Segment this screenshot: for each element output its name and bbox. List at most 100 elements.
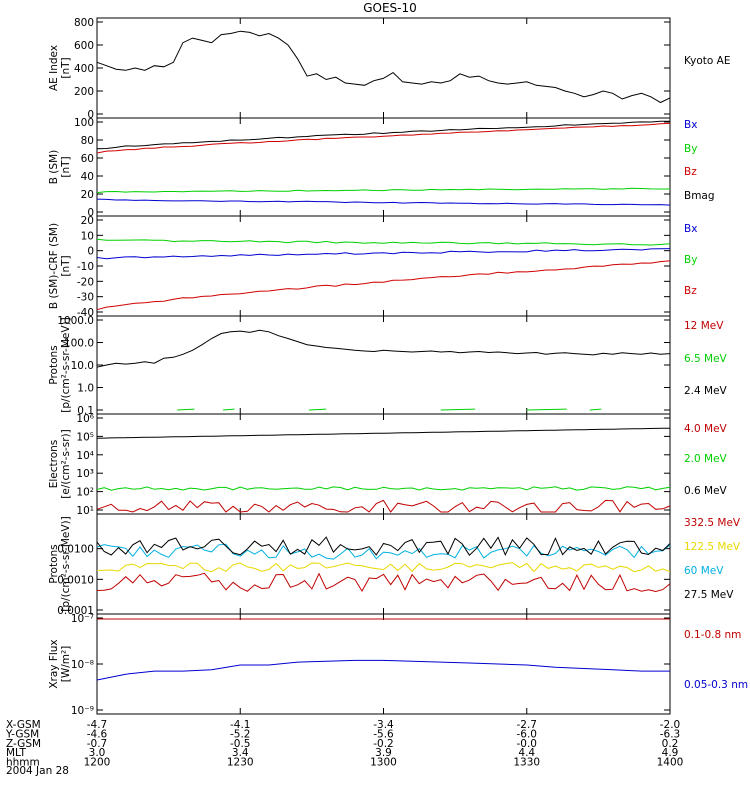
- legend-0-1-0-8-nm: 0.1-0.8 nm: [684, 629, 741, 641]
- panel-frame: [96, 413, 671, 515]
- y-tick-label: 0: [87, 109, 94, 121]
- x-row-value: -5.2: [230, 728, 251, 740]
- y-tick-label: 1.0: [77, 383, 94, 395]
- series-6-5-MeV-line: [589, 408, 602, 411]
- x-row-value: 1330: [513, 757, 540, 769]
- legend-0-6-MeV: 0.6 MeV: [684, 485, 728, 497]
- y-tick-label: 10¹: [76, 505, 94, 517]
- y-tick-label: 20: [81, 189, 94, 201]
- series-Bz-line: [96, 122, 671, 154]
- y-tick-label: 10²: [76, 487, 94, 499]
- x-row-value: 3.0: [89, 747, 106, 759]
- y-tick-label: 10⁴: [76, 450, 94, 462]
- x-row-value: 4.9: [662, 747, 679, 759]
- panel-frame: [96, 315, 671, 415]
- y-axis-label: AE Index: [48, 45, 60, 91]
- legend-2-4-MeV: 2.4 MeV: [684, 385, 728, 397]
- series-332-5-MeV-line: [96, 572, 671, 593]
- date-label: 2004 Jan 28: [6, 765, 69, 777]
- x-row-value: 3.4: [232, 747, 249, 759]
- panel-2: 100 80 60 40 20 0 B (SM) [nT] Bx By Bz Bmag: [48, 117, 715, 219]
- series-Bx-line: [96, 248, 671, 260]
- series-27-5-MeV-line: [96, 536, 671, 557]
- y-tick-label: 10: [81, 230, 94, 242]
- legend-Bmag: Bmag: [684, 190, 715, 202]
- y-axis-label: [W/m²]: [60, 646, 72, 683]
- y-tick-label: 10⁻⁸: [71, 659, 94, 671]
- x-row-value: 1230: [227, 757, 254, 769]
- x-row-value: -4.1: [230, 719, 251, 731]
- series-6-5-MeV-line: [308, 408, 327, 411]
- legend-4-0-MeV: 4.0 MeV: [684, 423, 728, 435]
- panel-frame: [96, 215, 671, 317]
- x-axis-table: X-GSM -4.7 -4.1 -3.4 -2.7 -2.0 Y-GSM -4.6 -5.2 -5…: [5, 719, 683, 769]
- x-row-value: -4.7: [87, 719, 108, 731]
- y-axis-label: [nT]: [60, 57, 72, 78]
- y-tick-label: 600: [74, 40, 94, 52]
- y-axis-label: [nT]: [60, 255, 72, 276]
- y-tick-label: 200: [74, 86, 94, 98]
- legend-60-MeV: 60 MeV: [684, 565, 724, 577]
- y-tick-label: 0: [87, 246, 94, 258]
- series-Bx-line: [96, 198, 671, 206]
- y-tick-label: 20: [81, 215, 94, 227]
- panel-5: 10⁶ 10⁵ 10⁴ 10³ 10² 10¹ Electrons [e/(cm²-s-sr)…: [48, 413, 728, 517]
- y-tick-label: 400: [74, 63, 94, 75]
- series-Bmag-line: [96, 120, 671, 150]
- y-tick-label: 100: [74, 117, 94, 129]
- legend-27-5-MeV: 27.5 MeV: [684, 589, 734, 601]
- chart-title: GOES-10: [363, 1, 417, 15]
- series-6-5-MeV-line: [223, 408, 235, 411]
- y-tick-label: 10⁶: [76, 413, 94, 425]
- series-By-line: [96, 187, 670, 194]
- x-row-value: -6.3: [660, 728, 681, 740]
- x-row-value: -0.0: [517, 738, 538, 750]
- y-tick-label: 1000.0: [57, 315, 94, 327]
- panel-frame: [96, 513, 671, 615]
- y-tick-label: -20: [77, 276, 94, 288]
- series-2-4-MeV-line: [96, 329, 671, 368]
- y-tick-label: 10⁻⁹: [71, 705, 94, 717]
- x-row-value: -5.6: [373, 728, 394, 740]
- legend-By: By: [684, 254, 697, 266]
- series-4-0-MeV-line: [96, 499, 671, 513]
- y-tick-label: 800: [74, 17, 94, 29]
- panel-frame: [96, 613, 671, 715]
- x-row-value: -4.6: [87, 728, 108, 740]
- legend-Bx: Bx: [684, 119, 697, 131]
- y-axis-label: [p/(cm²-s-sr-MeV)]: [60, 317, 72, 412]
- legend-Bz: Bz: [684, 166, 697, 178]
- y-axis-label: [p/(cm²-s-sr-MeV)]: [60, 516, 72, 611]
- y-axis-label: B (SM): [48, 150, 60, 184]
- y-axis-label: Xray Flux: [48, 639, 60, 688]
- y-tick-label: 10.0: [71, 360, 94, 372]
- panel-frame: [96, 17, 671, 119]
- y-axis-label: Protons: [48, 544, 60, 583]
- legend-12-MeV: 12 MeV: [684, 320, 724, 332]
- y-axis-label: Protons: [48, 345, 60, 384]
- x-row-label: X-GSM: [6, 719, 41, 731]
- y-axis-label: B (SM)-CRF (SM): [48, 223, 60, 309]
- series-2-0-MeV-line: [96, 486, 671, 491]
- series-6-5-MeV-line: [177, 408, 195, 411]
- x-row-value: -0.7: [87, 738, 108, 750]
- x-row-value: -2.7: [517, 719, 538, 731]
- legend-2-0-MeV: 2.0 MeV: [684, 453, 728, 465]
- panel-3: 20 10 0 -10 -20 -30 -40 B (SM)-CRF (SM) [nT] Bx By…: [48, 215, 697, 319]
- y-tick-label: -40: [77, 307, 94, 319]
- series-6-5-MeV-line: [440, 408, 476, 411]
- panel-4: 1000.0 100.0 10.0 1.0 0.1 Protons [p/(cm²-s-sr…: [48, 315, 728, 417]
- x-row-value: 0.2: [662, 738, 679, 750]
- x-row-label: MLT: [6, 747, 26, 759]
- x-row-value: 1300: [370, 757, 397, 769]
- x-row-value: 1400: [657, 757, 684, 769]
- series-6-5-MeV-line: [526, 408, 567, 411]
- legend-122-5-MeV: 122.5 MeV: [684, 541, 741, 553]
- x-row-value: 3.9: [375, 747, 392, 759]
- x-row-value: -2.0: [660, 719, 681, 731]
- y-tick-label: 0.0010: [57, 574, 94, 586]
- series-Kyoto-AE-line: [96, 30, 671, 104]
- x-row-value: -0.5: [230, 738, 251, 750]
